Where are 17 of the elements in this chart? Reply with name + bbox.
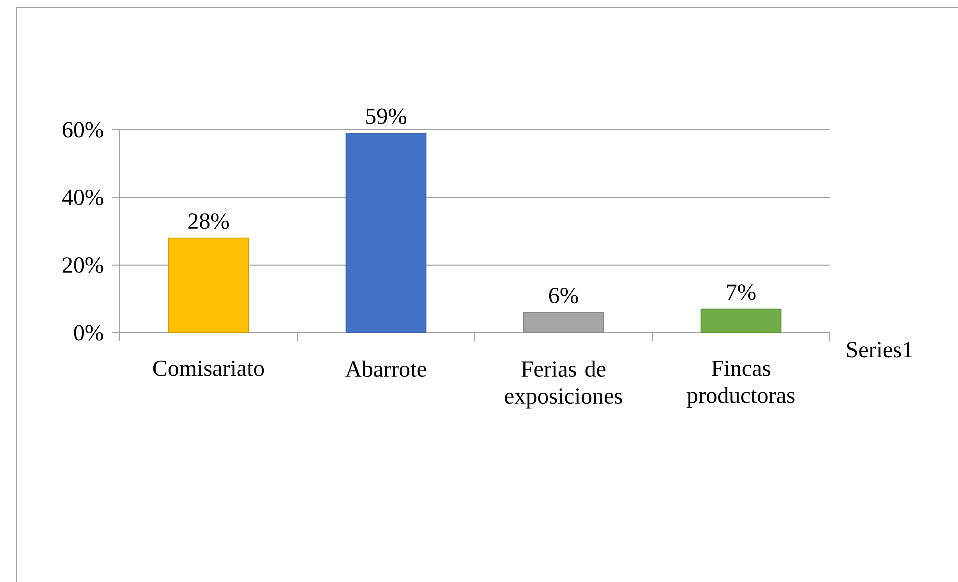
x-tick-label: Fincas productoras xyxy=(687,360,795,408)
y-tick-label: 40% xyxy=(62,190,104,206)
bar xyxy=(168,238,250,334)
text: Series1 xyxy=(847,342,912,358)
data-label: 28% xyxy=(188,214,230,230)
y-tick-label: 60% xyxy=(62,122,104,138)
bar xyxy=(700,308,782,334)
data-label: 59% xyxy=(366,108,407,124)
data-label: 6% xyxy=(549,288,578,304)
bar xyxy=(346,132,427,334)
y-tick-label: 20% xyxy=(62,258,104,274)
x-tick-label: Ferias de exposiciones xyxy=(505,360,622,409)
data-label: 7% xyxy=(727,284,756,300)
x-tick-label: Comisariato xyxy=(153,360,264,376)
bar xyxy=(523,312,604,334)
y-tick-label: 0% xyxy=(74,325,104,341)
x-tick-label: Abarrote xyxy=(346,360,426,378)
